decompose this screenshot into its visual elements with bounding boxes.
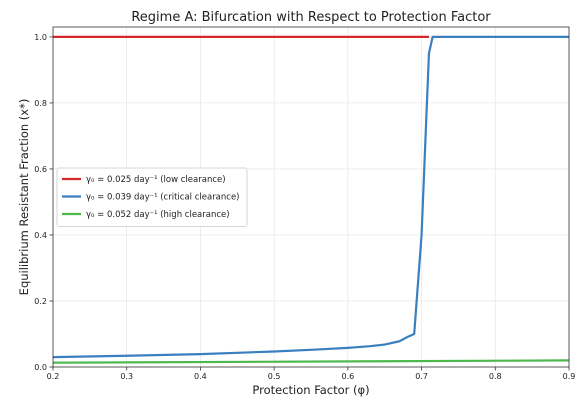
legend-box	[56, 167, 248, 227]
chart-title: Regime A: Bifurcation with Respect to Pr…	[131, 10, 491, 25]
x-tick-label: 0.7	[415, 372, 428, 381]
legend-label: γ₀ = 0.025 day⁻¹ (low clearance)	[86, 175, 226, 185]
legend-label: γ₀ = 0.052 day⁻¹ (high clearance)	[86, 210, 230, 220]
plot-series	[53, 35, 569, 364]
y-tick-label: 1.0	[34, 33, 47, 42]
y-tick-label: 0.2	[34, 297, 47, 306]
y-tick-label: 0.0	[34, 363, 47, 372]
x-tick-label: 0.8	[489, 372, 502, 381]
legend-label: γ₀ = 0.039 day⁻¹ (critical clearance)	[86, 193, 240, 203]
x-tick-label: 0.5	[268, 372, 281, 381]
x-tick-label: 0.2	[47, 372, 60, 381]
y-axis-label: Equilibrium Resistant Fraction (x*)	[17, 99, 31, 296]
series-line-3	[53, 359, 569, 364]
series-line-2	[53, 35, 569, 359]
y-tick-label: 0.4	[34, 231, 47, 240]
y-tick-label: 0.6	[34, 165, 47, 174]
x-tick-label: 0.9	[563, 372, 576, 381]
axis-ticks: 0.2 0.3 0.4 0.5 0.6 0.7 0.8 0.90.00.20.40.60.81…	[34, 33, 575, 381]
y-tick-label: 0.8	[34, 99, 47, 108]
x-axis-label: Protection Factor (φ)	[252, 383, 369, 397]
plot-frame	[52, 26, 570, 368]
x-tick-label: 0.6	[341, 372, 354, 381]
legend: γ₀ = 0.025 day⁻¹ (low clearance) γ₀ = 0.0…	[56, 167, 248, 227]
x-tick-label: 0.4	[194, 372, 207, 381]
x-tick-label: 0.3	[120, 372, 133, 381]
